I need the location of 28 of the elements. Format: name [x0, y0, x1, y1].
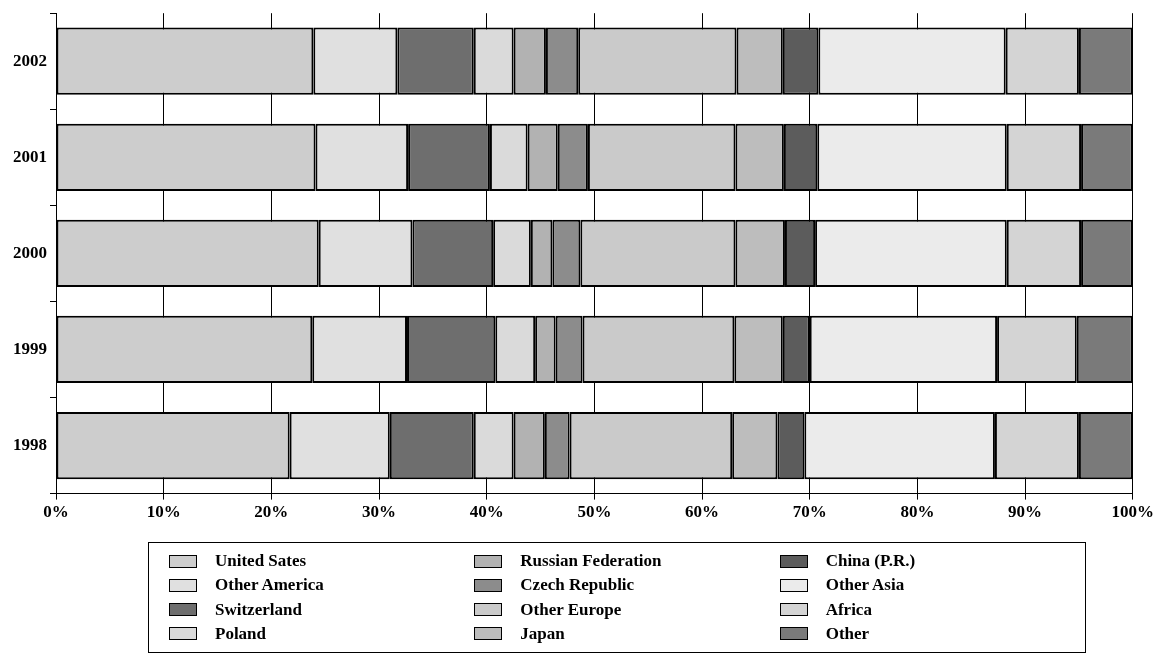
- legend-label: United Sates: [215, 551, 307, 572]
- legend-label: Other America: [215, 575, 324, 596]
- legend-label: Russian Federation: [520, 551, 662, 572]
- legend-label: Africa: [825, 599, 872, 620]
- x-tick-label: 10%: [146, 502, 181, 522]
- y-tick-label: 1998: [13, 434, 47, 454]
- y-tick-label: 2000: [13, 242, 47, 262]
- x-tick-label: 70%: [792, 502, 827, 522]
- x-tick-label: 40%: [469, 502, 504, 522]
- legend-label: Japan: [520, 623, 565, 644]
- x-tick-label: 50%: [577, 502, 612, 522]
- legend-label: Poland: [215, 623, 267, 644]
- legend-label: Switzerland: [215, 599, 302, 620]
- legend-label: Other Asia: [825, 575, 905, 596]
- legend-label: Other: [825, 623, 870, 644]
- y-tick-label: 1999: [13, 338, 47, 358]
- x-tick-label: 0%: [43, 502, 69, 522]
- x-tick-label: 80%: [900, 502, 935, 522]
- legend-label: Czech Republic: [520, 575, 635, 596]
- x-tick-label: 100%: [1111, 502, 1154, 522]
- x-tick-label: 60%: [685, 502, 720, 522]
- legend-label: Other Europe: [520, 599, 622, 620]
- x-tick-label: 90%: [1008, 502, 1043, 522]
- x-tick-label: 30%: [362, 502, 397, 522]
- legend-label: China (P.R.): [825, 551, 916, 572]
- y-tick-label: 2001: [13, 146, 47, 166]
- y-tick-label: 2002: [13, 50, 47, 70]
- x-tick-label: 20%: [254, 502, 289, 522]
